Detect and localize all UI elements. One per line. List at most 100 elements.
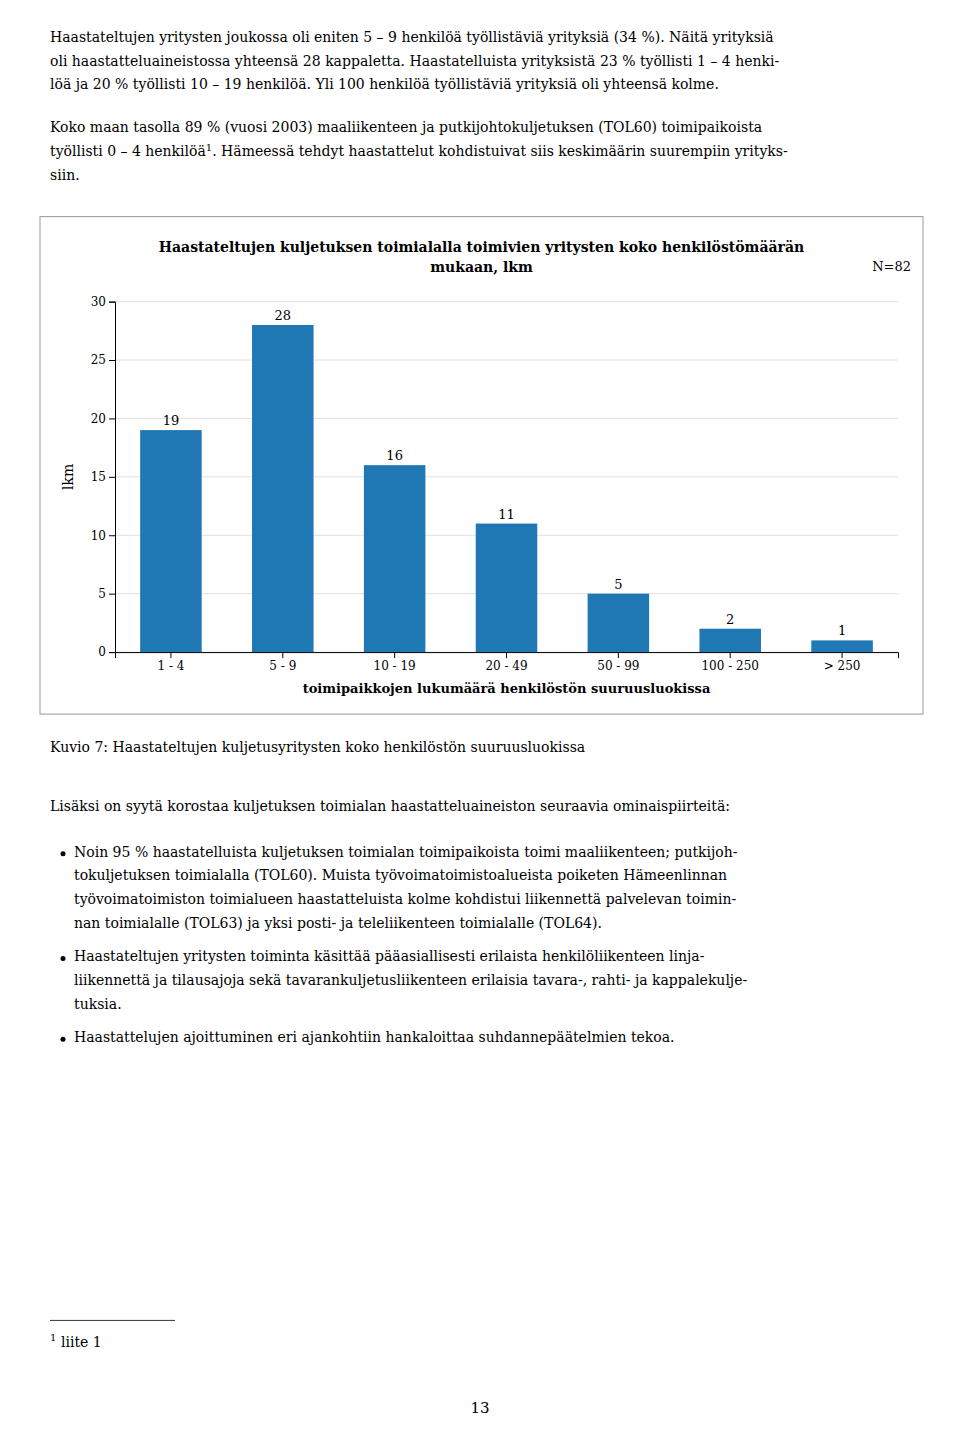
x-tick-mark xyxy=(170,652,171,658)
y-tick: 25 xyxy=(91,353,115,367)
grid-line xyxy=(115,360,898,361)
y-tick-label: 20 xyxy=(91,412,106,426)
x-tick: 5 - 9 xyxy=(269,652,296,673)
x-tick-label: 20 - 49 xyxy=(485,659,527,673)
footnote-rule xyxy=(50,1320,175,1321)
y-tick-label: 10 xyxy=(91,529,106,543)
x-tick-label: 5 - 9 xyxy=(269,659,296,673)
y-axis-title: lkm xyxy=(60,464,76,490)
y-tick-label: 30 xyxy=(91,295,106,309)
y-tick-mark xyxy=(109,360,115,361)
bar xyxy=(476,524,538,653)
annotation: N=82 xyxy=(872,259,911,274)
body-line: oli haastatteluaineistossa yhteensä 28 k… xyxy=(50,53,779,69)
y-tick-label: 0 xyxy=(98,645,106,659)
bullet-line: työvoimatoimiston toimialueen haastattel… xyxy=(74,891,736,907)
page-number: 13 xyxy=(470,1399,489,1417)
y-tick: 10 xyxy=(91,529,115,543)
y-axis: 0 5 10 15 20 25 30 xyxy=(91,295,116,659)
y-tick-label: 25 xyxy=(91,353,106,367)
chart: Haastateltujen kuljetuksen toimialalla t… xyxy=(40,217,923,714)
bullet-line: Haastateltujen yritysten toiminta käsitt… xyxy=(74,948,705,964)
page: Haastateltujen yritysten joukossa oli en… xyxy=(0,0,960,1442)
x-tick: > 250 xyxy=(824,652,861,673)
bullet-line: tuksia. xyxy=(74,996,122,1012)
bullet-list: Noin 95 % haastatelluista kuljetuksen to… xyxy=(61,844,748,1046)
x-tick-label: 1 - 4 xyxy=(157,659,184,673)
x-tick: 20 - 49 xyxy=(485,652,527,673)
data-label: 19 xyxy=(163,413,180,428)
bullet-line: Noin 95 % haastatelluista kuljetuksen to… xyxy=(74,844,738,860)
grid xyxy=(115,302,898,652)
data-label: 28 xyxy=(275,308,292,323)
x-tick: 50 - 99 xyxy=(597,652,639,673)
x-tick-mark xyxy=(394,652,395,658)
body-line: löä ja 20 % työllisti 10 – 19 henkilöä. … xyxy=(50,76,719,92)
y-tick-label: 5 xyxy=(98,587,106,601)
data-labels: 19 28 16 11 5 2 1 xyxy=(163,308,847,638)
body-text: Haastateltujen yritysten joukossa oli en… xyxy=(50,29,788,183)
y-tick-mark xyxy=(109,594,115,595)
bullet-dot xyxy=(61,956,66,961)
bar xyxy=(252,325,314,652)
bullet-dot xyxy=(61,851,66,856)
x-tick-label: 10 - 19 xyxy=(374,659,416,673)
bar xyxy=(588,594,650,652)
bars xyxy=(140,325,873,652)
x-tick-label: 100 - 250 xyxy=(701,659,759,673)
body-text-part: . Hämeessä tehdyt haastattelut kohdistui… xyxy=(212,143,788,159)
body-text-part: työllisti 0 – 4 henkilöä xyxy=(50,143,206,159)
y-tick-mark xyxy=(109,477,115,478)
body-line: Haastateltujen yritysten joukossa oli en… xyxy=(50,29,774,45)
x-tick-mark xyxy=(842,652,843,658)
bar xyxy=(364,465,426,652)
data-label: 2 xyxy=(726,612,734,627)
body-line: työllisti 0 – 4 henkilöä1. Hämeessä tehd… xyxy=(50,142,788,160)
y-tick: 0 xyxy=(98,645,115,659)
data-label: 1 xyxy=(838,623,846,638)
grid-line xyxy=(115,418,898,419)
x-axis: 1 - 4 5 - 9 10 - 19 20 - 49 50 - 99 100 - 250… xyxy=(116,652,899,673)
y-axis-line xyxy=(109,302,116,652)
data-label: 11 xyxy=(498,507,515,522)
x-tick-mark xyxy=(506,652,507,658)
x-tick-mark xyxy=(282,652,283,658)
body-line: siin. xyxy=(50,167,80,183)
body-line: Koko maan tasolla 89 % (vuosi 2003) maal… xyxy=(50,119,762,135)
y-tick-mark xyxy=(109,302,115,303)
x-tick-label: 50 - 99 xyxy=(597,659,639,673)
footnote-mark: 1 xyxy=(50,1332,56,1343)
footnote-text: liite 1 xyxy=(61,1334,102,1350)
y-tick: 5 xyxy=(98,587,115,601)
bar xyxy=(140,430,202,652)
bullet-line: liikennettä ja tilausajoja sekä tavarank… xyxy=(74,972,747,988)
bullet-line: tokuljetuksen toimialalla (TOL60). Muist… xyxy=(74,867,727,883)
chart-title: Haastateltujen kuljetuksen toimialalla t… xyxy=(159,239,804,255)
grid-line xyxy=(115,301,898,302)
x-tick: 1 - 4 xyxy=(157,652,184,673)
x-tick-mark xyxy=(618,652,619,658)
section-heading: Lisäksi on syytä korostaa kuljetuksen to… xyxy=(50,798,730,814)
data-label: 16 xyxy=(386,448,403,463)
y-tick: 15 xyxy=(91,470,115,484)
x-tick-label: > 250 xyxy=(824,659,861,673)
grid-line xyxy=(115,476,898,477)
bullet-line: Haastattelujen ajoittuminen eri ajankoht… xyxy=(74,1029,675,1045)
x-tick: 100 - 250 xyxy=(701,652,759,673)
page-background xyxy=(0,0,960,1442)
caption: Kuvio 7: Haastateltujen kuljetusyrityste… xyxy=(50,739,585,755)
y-tick: 20 xyxy=(91,412,115,426)
x-tick-mark xyxy=(730,652,731,658)
y-tick-label: 15 xyxy=(91,470,106,484)
y-tick-mark xyxy=(109,652,115,653)
data-label: 5 xyxy=(614,577,622,592)
y-tick-mark xyxy=(109,535,115,536)
chart-title: mukaan, lkm xyxy=(430,259,533,275)
x-axis-title: toimipaikkojen lukumäärä henkilöstön suu… xyxy=(303,681,711,696)
chart-frame xyxy=(40,217,923,714)
x-tick: 10 - 19 xyxy=(374,652,416,673)
y-tick-mark xyxy=(109,418,115,419)
x-axis-line xyxy=(116,653,899,659)
y-tick: 30 xyxy=(91,295,115,309)
bullet-dot xyxy=(61,1037,66,1042)
